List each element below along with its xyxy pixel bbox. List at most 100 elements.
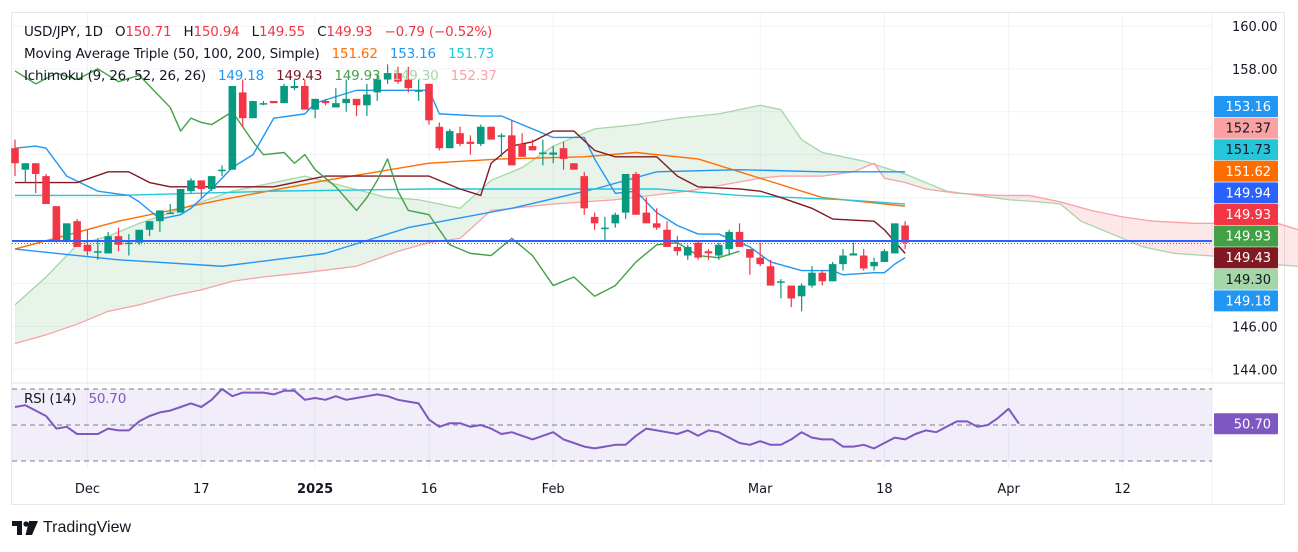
candle bbox=[42, 173, 50, 205]
candle-body bbox=[859, 255, 868, 269]
candle-body bbox=[828, 264, 837, 282]
candle bbox=[321, 98, 330, 106]
candle-body bbox=[611, 214, 620, 224]
symbol-legend: USD/JPY, 1D O150.71 H150.94 L149.55 C149… bbox=[24, 24, 492, 40]
candle bbox=[570, 163, 578, 170]
time-axis[interactable]: Dec 17 2025 16 Feb Mar 18 Apr 12 bbox=[75, 482, 1131, 497]
lead-a-line bbox=[14, 104, 1298, 306]
candle-body bbox=[352, 98, 361, 106]
change-value: −0.79 (−0.52%) bbox=[384, 24, 493, 40]
candle-body bbox=[104, 236, 112, 254]
candle bbox=[663, 221, 671, 247]
candle bbox=[280, 83, 288, 104]
candle bbox=[394, 66, 402, 84]
candle-body bbox=[559, 148, 568, 159]
candle bbox=[528, 139, 537, 151]
lagging-line bbox=[14, 68, 740, 297]
candle-body bbox=[259, 103, 268, 105]
price-tag-bg bbox=[1214, 225, 1278, 247]
candle-body bbox=[632, 173, 640, 215]
last-price-line bbox=[12, 239, 1212, 244]
candle bbox=[435, 122, 444, 151]
candle bbox=[156, 210, 164, 232]
candle bbox=[228, 85, 237, 170]
candle-body bbox=[52, 206, 61, 241]
candle bbox=[746, 249, 754, 275]
price-tick-label: 144.00 bbox=[1232, 363, 1278, 378]
close-value: 149.93 bbox=[326, 24, 373, 40]
rsi-label: RSI (14) bbox=[24, 391, 77, 407]
candle bbox=[383, 64, 392, 84]
candle bbox=[808, 266, 816, 288]
candle-body bbox=[539, 152, 547, 155]
price-tag-ma100: 153.16 bbox=[1214, 96, 1278, 117]
time-tick-label: Mar bbox=[748, 482, 773, 497]
price-tag-value: 149.94 bbox=[1226, 186, 1272, 201]
price-tag-value: 149.30 bbox=[1226, 273, 1272, 288]
ma50-value: 151.62 bbox=[331, 46, 378, 62]
candle bbox=[145, 221, 154, 237]
price-axis[interactable]: 160.00 158.00 146.00 144.00 153.16 152.37 151.… bbox=[1214, 20, 1278, 435]
lagging-value: 149.93 bbox=[334, 68, 381, 84]
candle-body bbox=[83, 244, 92, 252]
candle bbox=[238, 79, 247, 127]
candle-body bbox=[218, 169, 226, 172]
candle bbox=[839, 249, 847, 271]
candle bbox=[704, 249, 713, 260]
candle bbox=[621, 173, 630, 220]
candle bbox=[269, 100, 278, 104]
candle bbox=[73, 219, 81, 247]
candle-body bbox=[508, 135, 516, 166]
ichimoku-legend[interactable]: Ichimoku (9, 26, 52, 26, 26) 149.18 149.… bbox=[24, 68, 497, 84]
chart-frame bbox=[11, 12, 1285, 505]
candle-body bbox=[456, 133, 464, 144]
price-tag-price-line: 149.94 bbox=[1214, 182, 1278, 204]
candle bbox=[497, 133, 506, 157]
candle-body bbox=[839, 255, 847, 265]
ma100-value: 153.16 bbox=[389, 46, 436, 62]
candle bbox=[683, 244, 692, 260]
candle bbox=[83, 229, 92, 256]
tradingview-brand[interactable]: TradingView bbox=[12, 518, 131, 538]
candle-body bbox=[756, 257, 764, 265]
brand-name: TradingView bbox=[43, 519, 132, 536]
candle-body bbox=[590, 216, 599, 224]
candle bbox=[890, 223, 899, 254]
candle-body bbox=[487, 126, 495, 140]
candle bbox=[559, 141, 568, 170]
time-tick-label: Dec bbox=[75, 482, 100, 497]
rsi-axis-tag: 50.70 bbox=[1214, 413, 1278, 435]
high-label: H bbox=[183, 24, 194, 40]
ma-legend[interactable]: Moving Average Triple (50, 100, 200, Sim… bbox=[24, 46, 494, 62]
candle-body bbox=[404, 79, 413, 89]
candle bbox=[580, 171, 589, 215]
candle bbox=[901, 221, 909, 250]
candle bbox=[466, 135, 475, 155]
rsi-pane bbox=[12, 388, 1212, 462]
candle bbox=[445, 128, 454, 149]
candle-body bbox=[342, 98, 350, 104]
price-tag-bg bbox=[1214, 247, 1278, 269]
candle bbox=[456, 126, 464, 147]
candle-body bbox=[73, 221, 81, 247]
candle-body bbox=[808, 272, 816, 286]
price-tag-value: 149.93 bbox=[1226, 208, 1272, 223]
price-tag-bg bbox=[1214, 182, 1278, 204]
ma-label: Moving Average Triple (50, 100, 200, Sim… bbox=[24, 46, 320, 62]
candle bbox=[332, 88, 340, 108]
time-tick-label: 17 bbox=[193, 482, 210, 497]
price-tag-value: 152.37 bbox=[1226, 122, 1272, 137]
time-tick-label: Apr bbox=[997, 482, 1020, 497]
candle-body bbox=[290, 85, 299, 89]
ma-100-line bbox=[14, 168, 906, 267]
time-tick-label: 16 bbox=[421, 482, 438, 497]
candle bbox=[735, 223, 744, 247]
candle bbox=[301, 79, 309, 110]
candle bbox=[249, 100, 257, 119]
candle-body bbox=[683, 246, 692, 256]
rsi-legend[interactable]: RSI (14) 50.70 bbox=[24, 391, 126, 407]
candle bbox=[642, 197, 651, 224]
candle-body bbox=[694, 242, 702, 258]
price-tag-base: 149.43 bbox=[1214, 247, 1278, 269]
